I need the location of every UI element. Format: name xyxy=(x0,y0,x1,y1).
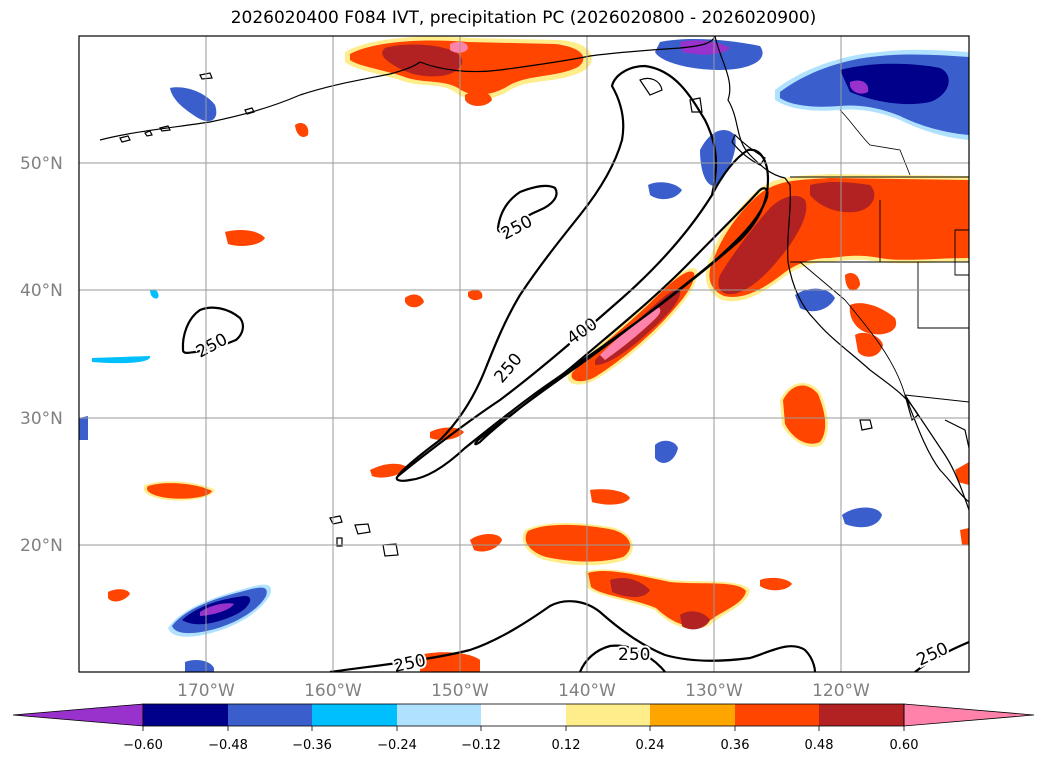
lon-label-150w: 150°W xyxy=(431,681,489,701)
colorbar-segment xyxy=(650,704,735,726)
map-title: 2026020400 F084 IVT, precipitation PC (2… xyxy=(230,8,817,28)
map-background xyxy=(79,36,969,672)
colorbar: −0.60 −0.48 −0.36 −0.24 −0.12 0.12 0.24 … xyxy=(12,703,1035,753)
lon-label-130w: 130°W xyxy=(685,681,743,701)
gridlines xyxy=(79,36,969,672)
colorbar-segment xyxy=(481,704,566,726)
colorbar-tick: 0.60 xyxy=(890,738,919,753)
lat-label-40n: 40°N xyxy=(20,281,63,301)
colorbar-segment xyxy=(819,704,904,726)
colorbar-tick: 0.36 xyxy=(721,738,750,753)
map-frame xyxy=(78,35,970,673)
lon-label-160w: 160°W xyxy=(304,681,362,701)
ivt-contours xyxy=(181,64,969,672)
precip-negative-regions xyxy=(79,39,969,672)
colorbar-tick: −0.12 xyxy=(461,738,501,753)
colorbar-tick: −0.36 xyxy=(292,738,332,753)
precip-positive-pacific-northwest xyxy=(705,174,969,357)
colorbar-tick: 0.48 xyxy=(805,738,834,753)
colorbar-tick: −0.60 xyxy=(123,738,163,753)
colorbar-segment xyxy=(566,704,650,726)
colorbar-tick: 0.24 xyxy=(636,738,665,753)
colorbar-segment xyxy=(312,704,397,726)
colorbar-extend-max xyxy=(903,703,1035,727)
colorbar-segment xyxy=(735,704,819,726)
longitude-labels: 170°W 160°W 150°W 140°W 130°W 120°W xyxy=(177,681,870,701)
lat-label-20n: 20°N xyxy=(20,536,63,556)
colorbar-segment xyxy=(397,704,481,726)
latitude-labels: 50°N 40°N 30°N 20°N xyxy=(20,154,63,556)
colorbar-segment xyxy=(143,704,228,726)
lon-label-140w: 140°W xyxy=(558,681,616,701)
colorbar-tick: −0.24 xyxy=(377,738,417,753)
lat-label-30n: 30°N xyxy=(20,409,63,429)
precip-positive-subtropics xyxy=(108,90,969,672)
lat-label-50n: 50°N xyxy=(20,154,63,174)
colorbar-tick: 0.12 xyxy=(552,738,581,753)
lon-label-170w: 170°W xyxy=(177,681,235,701)
lon-label-120w: 120°W xyxy=(812,681,870,701)
colorbar-tick: −0.48 xyxy=(208,738,248,753)
contour-label: 250 xyxy=(618,645,650,665)
colorbar-extend-min xyxy=(12,703,144,727)
colorbar-segment xyxy=(228,704,312,726)
